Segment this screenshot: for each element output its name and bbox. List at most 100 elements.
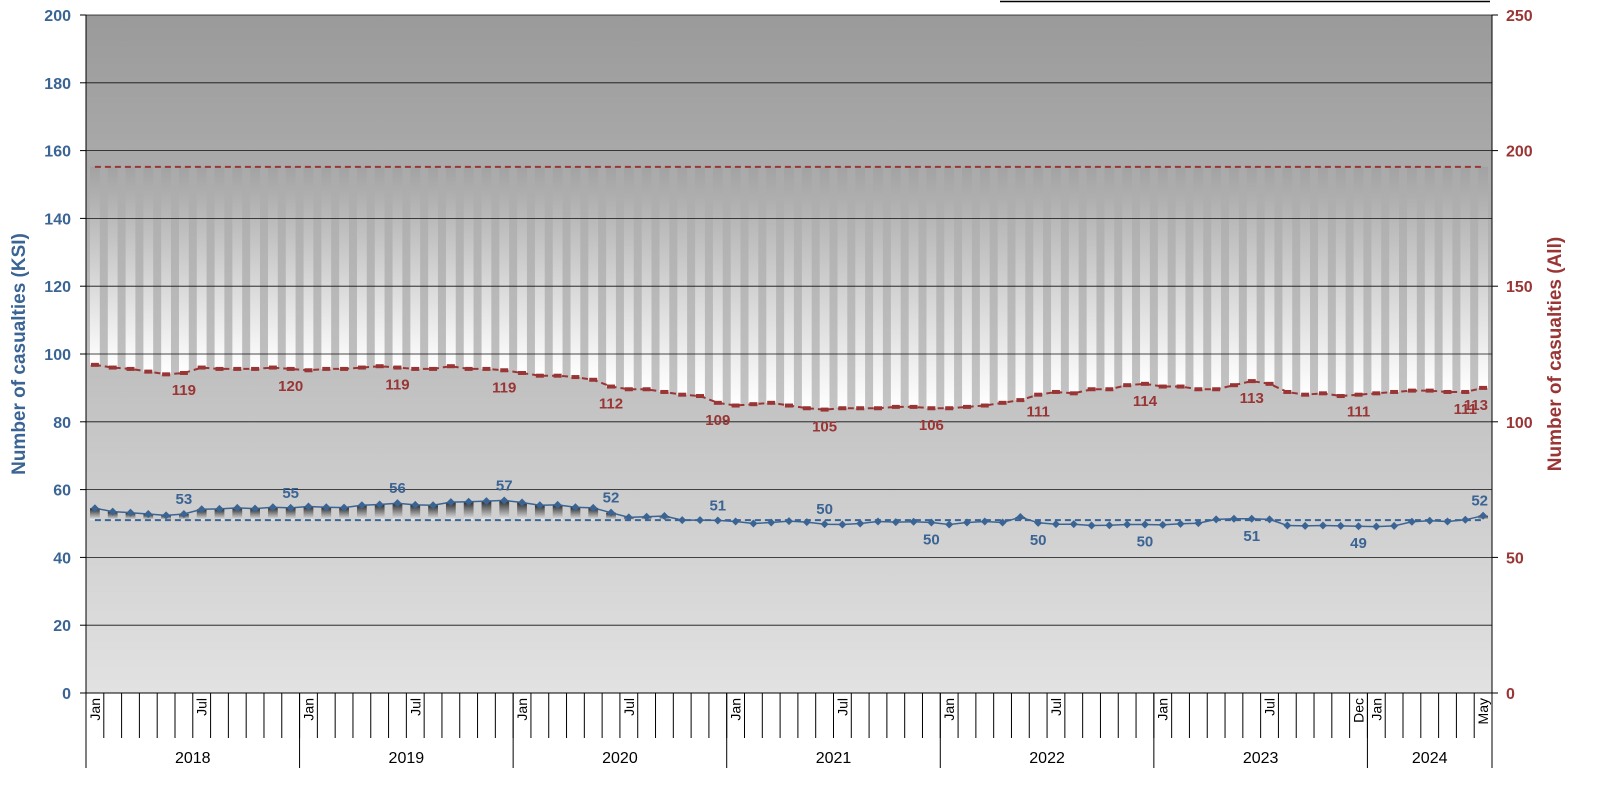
y-left-tick-label: 120 [44, 279, 71, 296]
data-label: 109 [705, 412, 730, 429]
data-point-all [1337, 394, 1345, 398]
data-label: 112 [599, 396, 623, 413]
y-left-tick-label: 100 [44, 347, 71, 364]
updown-bar-all [126, 167, 136, 369]
updown-bar-all [1015, 167, 1025, 400]
updown-bar-all [321, 167, 331, 369]
data-point-all [625, 387, 633, 391]
updown-bar-all [1051, 167, 1061, 392]
updown-bar-all [393, 167, 403, 368]
updown-bar-all [1087, 167, 1097, 389]
data-point-all [571, 375, 579, 379]
updown-bar-all [1460, 167, 1470, 392]
data-point-all [821, 408, 829, 412]
data-point-all [838, 406, 846, 410]
data-point-all [554, 374, 562, 378]
data-point-all [1301, 393, 1309, 397]
x-month-label: Jul [194, 698, 210, 716]
x-year-label: 2018 [175, 750, 211, 767]
data-point-all [251, 367, 259, 371]
updown-bar-all [909, 167, 919, 407]
data-label: 51 [709, 497, 726, 514]
updown-bar-all [1193, 167, 1203, 389]
data-point-all [589, 378, 597, 382]
data-point-all [1390, 390, 1398, 394]
data-point-all [304, 368, 312, 372]
data-label: 111 [1026, 404, 1049, 421]
updown-bar-all [250, 167, 260, 369]
updown-bar-all [873, 167, 883, 408]
y-right-tick-label: 150 [1506, 279, 1533, 296]
updown-bar-all [1176, 167, 1186, 387]
updown-bar-all [1443, 167, 1453, 392]
y-left-tick-label: 180 [44, 76, 71, 93]
updown-bar-all [944, 167, 954, 408]
data-point-all [1283, 390, 1291, 394]
data-point-all [518, 371, 526, 375]
data-point-all [1212, 387, 1220, 391]
data-label: 105 [812, 419, 837, 436]
data-point-all [465, 367, 473, 371]
data-point-all [376, 364, 384, 368]
data-point-all [1052, 390, 1060, 394]
data-point-all [180, 371, 188, 375]
updown-bar-all [891, 167, 901, 407]
data-point-all [411, 367, 419, 371]
updown-bar-all [837, 167, 847, 408]
x-month-label: Jan [301, 698, 317, 721]
updown-bar-all [695, 167, 705, 396]
data-point-all [927, 406, 935, 410]
x-year-label: 2019 [389, 750, 425, 767]
updown-bar-all [553, 167, 563, 376]
x-year-label: 2021 [816, 750, 852, 767]
updown-bar-all [606, 167, 616, 387]
x-month-label: Jan [514, 698, 530, 721]
data-point-all [340, 367, 348, 371]
y-left-tick-label: 0 [62, 686, 71, 703]
data-point-all [1230, 383, 1238, 387]
y-axis-left-title: Number of casualties (KSI) [9, 233, 30, 475]
updown-bar-all [962, 167, 972, 407]
updown-bar-all [855, 167, 865, 408]
data-point-all [999, 401, 1007, 405]
data-label: 50 [923, 531, 940, 548]
data-point-all [1194, 387, 1202, 391]
data-point-all [1461, 390, 1469, 394]
updown-bar-all [1069, 167, 1079, 393]
x-month-label: Jul [1048, 698, 1064, 716]
data-point-all [1016, 398, 1024, 402]
updown-bar-all [446, 167, 456, 366]
data-point-all [696, 394, 704, 398]
updown-bar-all [428, 167, 438, 369]
data-point-all [1319, 391, 1327, 395]
data-point-all [714, 401, 722, 405]
x-month-label: Jul [621, 698, 637, 716]
data-point-all [198, 366, 206, 370]
y-right-tick-label: 250 [1506, 8, 1533, 25]
updown-bar-all [375, 167, 385, 366]
updown-bar-all [1389, 167, 1399, 392]
data-label: 55 [282, 485, 299, 502]
data-point-all [91, 363, 99, 367]
data-label: 56 [389, 480, 406, 497]
updown-bar-all [1158, 167, 1168, 387]
data-point-all [874, 406, 882, 410]
updown-bar-all [1407, 167, 1417, 391]
updown-bar-all [1371, 167, 1381, 393]
x-year-label: 2023 [1243, 750, 1279, 767]
data-point-all [1444, 390, 1452, 394]
data-label: 50 [816, 501, 833, 518]
data-point-all [1034, 393, 1042, 397]
updown-bar-all [998, 167, 1008, 403]
updown-bar-all [357, 167, 367, 368]
data-point-all [162, 372, 170, 376]
data-point-all [660, 390, 668, 394]
data-point-all [803, 406, 811, 410]
data-point-all [1479, 386, 1487, 390]
updown-bar-all [161, 167, 171, 374]
data-label: 50 [1030, 532, 1047, 549]
x-year-label: 2020 [602, 750, 638, 767]
updown-bar-all [464, 167, 474, 369]
updown-bar-all [660, 167, 670, 392]
